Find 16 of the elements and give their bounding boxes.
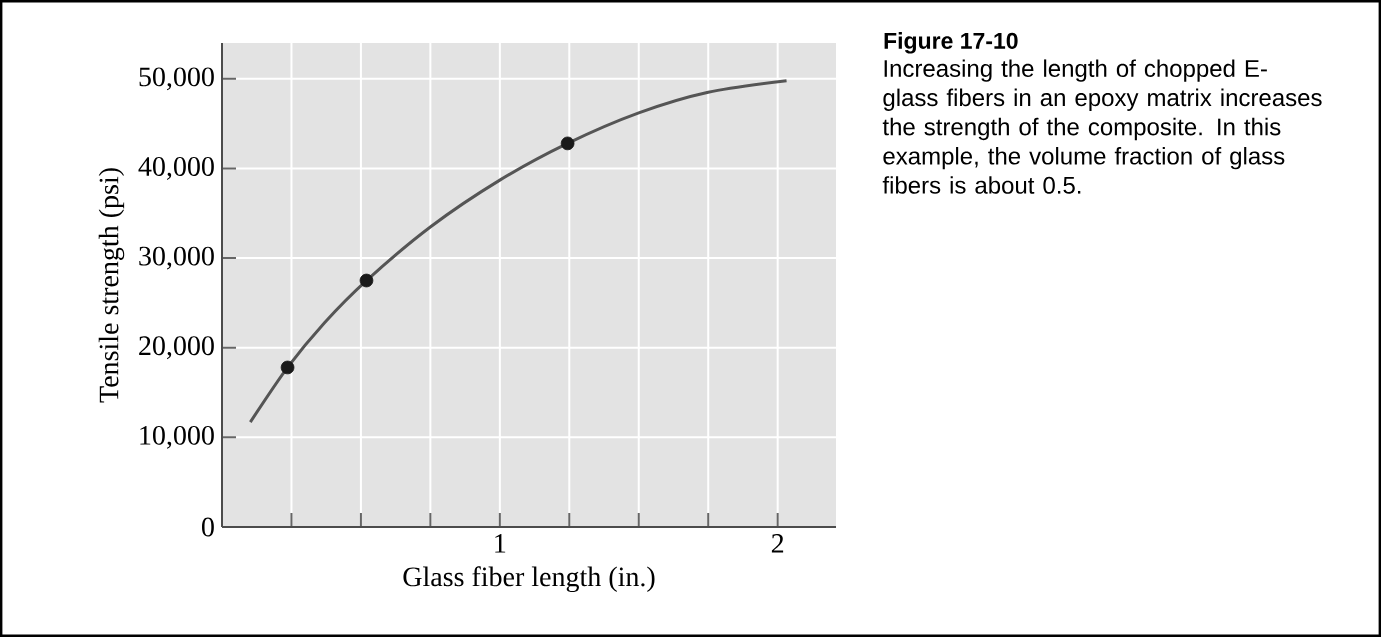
y-tick-label: 0 — [202, 517, 214, 537]
y-tick-label: 20,000 — [139, 336, 214, 360]
point — [280, 360, 295, 375]
y-tick-label: 50,000 — [139, 67, 214, 91]
text: Increasing the length of chopped E-glass fibers in an epoxy matrix increases the strength of the composite. In this example, the volume fraction of glass fibers is about 0.5. — [882, 59, 1322, 194]
x-tick-label: 1 — [495, 534, 506, 553]
line-series — [248, 79, 789, 424]
point — [359, 273, 374, 288]
x-axis-title: Glass fiber length (in.) — [403, 566, 655, 593]
y-tick-label: 40,000 — [138, 157, 214, 180]
text: Figure 17-10 — [884, 32, 1018, 54]
y-tick-label: 30,000 — [139, 246, 214, 270]
y-axis-title: Tensile strength (psi) — [98, 168, 125, 403]
x-tick-label: 2 — [771, 534, 784, 553]
point — [560, 136, 575, 151]
y-tick-label: 10,000 — [140, 425, 214, 449]
